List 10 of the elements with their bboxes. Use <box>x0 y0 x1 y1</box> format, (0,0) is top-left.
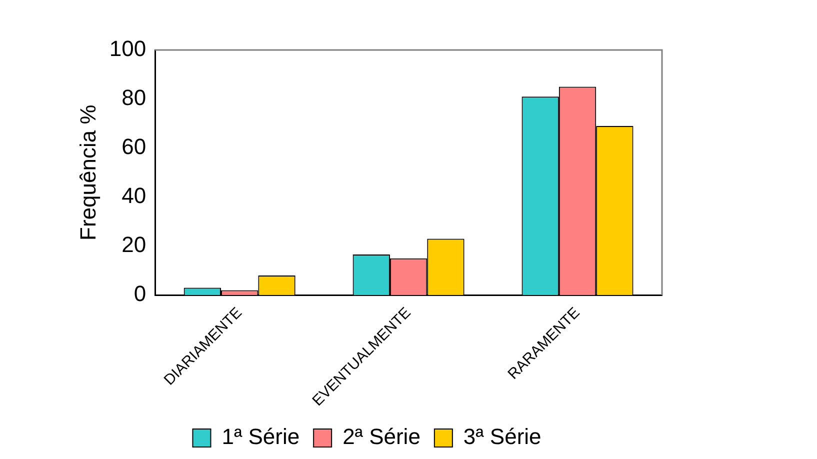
y-tick-label: 100 <box>109 36 146 62</box>
y-tick-label: 20 <box>122 232 146 258</box>
y-tick-label: 60 <box>122 134 146 160</box>
y-tick-label: 40 <box>122 183 146 208</box>
y-tick-label: 80 <box>122 85 146 110</box>
legend-label: 3ª Série <box>463 424 542 450</box>
y-axis-title: Frequência % <box>75 104 100 240</box>
legend-label: 1ª Série <box>222 424 300 450</box>
y-tick-label: 0 <box>134 281 146 306</box>
legend-label: 2ª Série <box>342 424 420 450</box>
